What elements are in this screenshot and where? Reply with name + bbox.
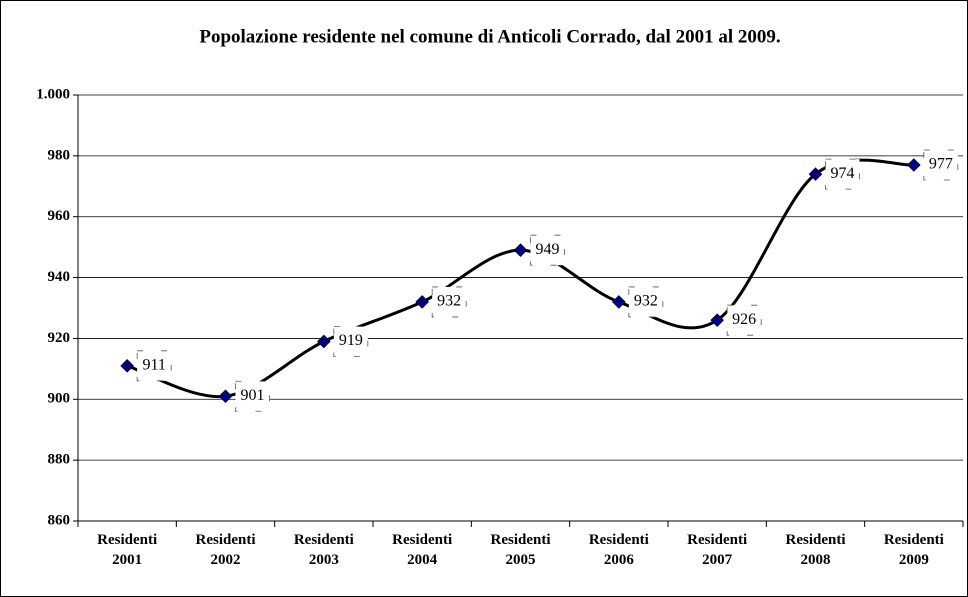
data-label-box: [726, 304, 762, 336]
data-label: 919: [339, 332, 363, 349]
data-label-box: [825, 158, 860, 190]
x-tick-label: Residenti 2005: [491, 532, 551, 568]
marker: [513, 243, 528, 257]
data-label-box: [431, 286, 467, 318]
marker: [120, 359, 134, 373]
chart-title: Popolazione residente nel comune di Anti…: [199, 26, 780, 47]
x-tick-label: Residenti 2003: [294, 532, 354, 568]
y-tick-label: 920: [48, 330, 71, 346]
data-label-box: [923, 149, 959, 181]
x-tick-label: Residenti 2002: [196, 532, 256, 568]
marker: [907, 158, 921, 172]
data-label: 949: [536, 241, 560, 258]
data-label: 932: [634, 293, 658, 310]
y-tick-label: 900: [48, 391, 71, 407]
marker: [218, 389, 233, 404]
data-label: 974: [831, 165, 855, 182]
data-label: 911: [142, 356, 165, 373]
marker: [317, 334, 331, 349]
data-label-box: [628, 286, 664, 318]
y-tick-label: 960: [48, 208, 71, 224]
x-tick-label: Residenti 2001: [97, 532, 157, 568]
x-tick-label: Residenti 2004: [392, 532, 452, 568]
y-tick-label: 880: [48, 452, 71, 468]
y-tick-label: 860: [48, 512, 71, 528]
data-label-box: [333, 326, 369, 357]
marker: [415, 295, 429, 309]
marker: [808, 167, 823, 181]
y-tick-label: 1.000: [36, 86, 70, 102]
data-label-box: [530, 234, 565, 266]
x-tick-label: Residenti 2009: [884, 532, 944, 568]
marker: [612, 295, 626, 309]
x-tick-label: Residenti 2007: [687, 532, 747, 568]
y-tick-label: 980: [48, 147, 71, 163]
data-label-box: [136, 350, 172, 382]
y-tick-label: 940: [48, 269, 71, 285]
data-label: 926: [732, 311, 756, 328]
marker: [710, 313, 724, 327]
data-label-box: [235, 380, 270, 412]
data-label: 932: [437, 293, 461, 310]
data-label: 901: [241, 387, 265, 404]
data-label: 977: [929, 156, 953, 173]
x-tick-label: Residenti 2008: [786, 532, 846, 568]
x-tick-label: Residenti 2006: [589, 532, 649, 568]
